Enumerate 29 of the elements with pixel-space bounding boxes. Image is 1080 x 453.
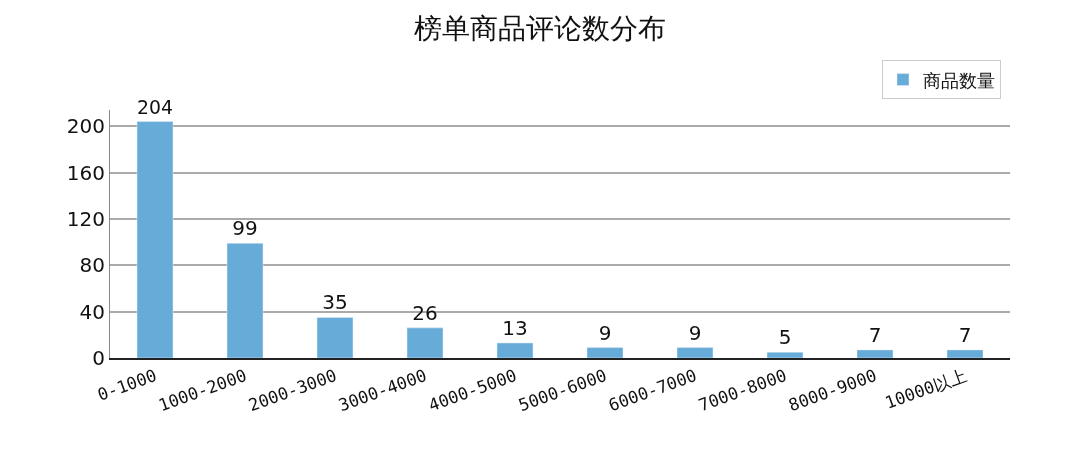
y-tick-label: 80: [79, 253, 105, 278]
data-label: 5: [778, 325, 792, 350]
y-tick-label: 40: [79, 299, 105, 324]
data-label: 204: [137, 96, 173, 118]
bar: [406, 327, 444, 358]
bar: [856, 349, 894, 358]
y-tick-label: 0: [92, 346, 105, 370]
data-label: 7: [958, 322, 972, 347]
bar: [766, 351, 804, 358]
data-label: 26: [412, 300, 438, 325]
bar: [316, 317, 354, 358]
bar: [496, 342, 534, 358]
bar: [136, 121, 174, 358]
y-tick-label: 120: [66, 206, 105, 231]
bar: [946, 349, 984, 358]
bar: [586, 347, 624, 358]
bar: [226, 243, 264, 358]
bar: [676, 347, 714, 358]
x-tick-label: 10000以上: [882, 364, 970, 413]
data-label: 13: [502, 315, 528, 340]
data-label: 9: [598, 320, 612, 345]
y-tick-label: 160: [66, 160, 105, 185]
data-label: 99: [232, 216, 258, 241]
y-tick-label: 200: [66, 114, 105, 139]
legend-label: 商品数量: [923, 69, 995, 91]
chart-title: 榜单商品评论数分布: [414, 11, 666, 45]
data-label: 9: [688, 320, 702, 345]
data-label: 7: [868, 322, 882, 347]
data-label: 35: [322, 290, 348, 315]
